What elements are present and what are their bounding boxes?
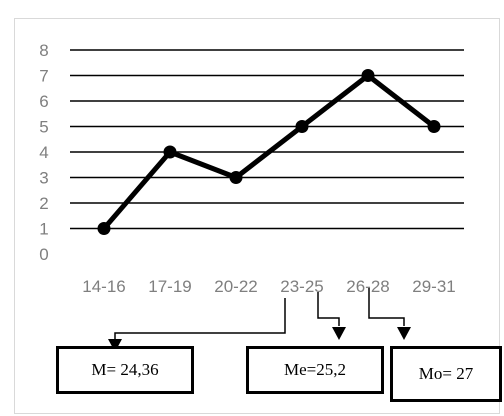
x-tick-label: 14-16: [82, 277, 125, 296]
median-annotation-box: Me=25,2: [246, 346, 384, 394]
x-tick-label: 23-25: [280, 277, 323, 296]
mode-arrow-line: [368, 288, 405, 326]
median-arrow-head: [332, 327, 346, 340]
x-tick-label: 20-22: [214, 277, 257, 296]
y-tick-label: 4: [39, 143, 48, 162]
mode-annotation-box: Mo= 27: [390, 346, 502, 402]
data-point: [361, 69, 375, 82]
chart-frame: [14, 18, 500, 414]
data-point: [97, 222, 111, 235]
series-line: [101, 73, 437, 231]
mean-label: M= 24,36: [91, 360, 159, 379]
y-tick-label: 3: [39, 169, 48, 188]
y-tick-label: 0: [39, 245, 48, 264]
median-arrow-line: [317, 292, 340, 326]
data-point: [427, 120, 441, 133]
x-tick-label: 17-19: [148, 277, 191, 296]
y-tick-label: 5: [39, 118, 48, 137]
y-tick-label: 7: [39, 67, 48, 86]
mode-arrow-head: [397, 327, 411, 340]
data-point: [163, 145, 177, 159]
y-tick-label: 8: [39, 41, 48, 60]
x-tick-label: 26-28: [346, 277, 389, 296]
mean-arrow-line: [114, 298, 286, 340]
mean-annotation-box: M= 24,36: [56, 346, 194, 394]
x-tick-label: 29-31: [412, 277, 455, 296]
data-point: [295, 120, 309, 133]
y-tick-label: 1: [39, 220, 48, 239]
median-label: Me=25,2: [284, 360, 346, 379]
data-point: [229, 171, 243, 184]
y-tick-label: 6: [39, 92, 48, 111]
mean-arrow-head: [108, 339, 122, 352]
y-tick-label: 2: [39, 194, 48, 213]
mode-label: Mo= 27: [418, 364, 474, 383]
